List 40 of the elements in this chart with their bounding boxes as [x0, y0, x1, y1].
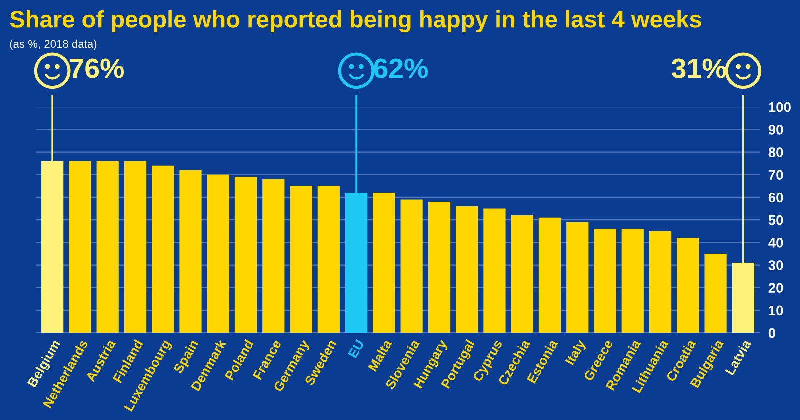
bar: [649, 231, 672, 334]
y-tick-label: 70: [768, 170, 784, 180]
y-tick-label: 90: [768, 125, 784, 135]
bar: [677, 238, 700, 334]
y-tick-label: 0: [768, 328, 776, 338]
annotation: 62%: [374, 58, 428, 78]
y-tick-label: 40: [768, 238, 784, 248]
chart-subtitle: (as %, 2018 data): [10, 40, 97, 50]
bar: [456, 206, 478, 334]
bar: [373, 192, 396, 334]
bar: [400, 200, 423, 334]
bar: [538, 218, 562, 334]
bar: [124, 161, 147, 334]
bar: [207, 174, 230, 334]
chart-title: Share of people who reported being happy in the last 4 weeks: [10, 10, 702, 33]
annotation: 76%: [70, 58, 124, 78]
bar: [290, 186, 312, 334]
bar: [484, 208, 506, 334]
annotation: 31%: [672, 58, 726, 78]
y-tick-label: 60: [768, 192, 784, 203]
bar: [152, 166, 174, 334]
bar: [234, 177, 258, 334]
bar: [180, 170, 202, 334]
y-tick-label: 30: [768, 260, 784, 270]
bar: [428, 202, 451, 334]
y-tick-label: 10: [769, 306, 784, 316]
bar: [704, 254, 727, 334]
bar: [566, 222, 589, 334]
y-tick-label: 50: [768, 215, 784, 226]
bar: [262, 179, 285, 334]
y-tick-label: 80: [768, 148, 784, 158]
y-tick-label: 100: [769, 102, 791, 112]
bar: [318, 186, 340, 334]
bar: [69, 161, 92, 334]
bar: [594, 229, 616, 334]
bar: [622, 229, 644, 334]
x-tick-label: EU: [348, 340, 365, 359]
bar: [96, 161, 119, 334]
y-tick-label: 20: [768, 283, 784, 294]
bar: [511, 216, 534, 334]
